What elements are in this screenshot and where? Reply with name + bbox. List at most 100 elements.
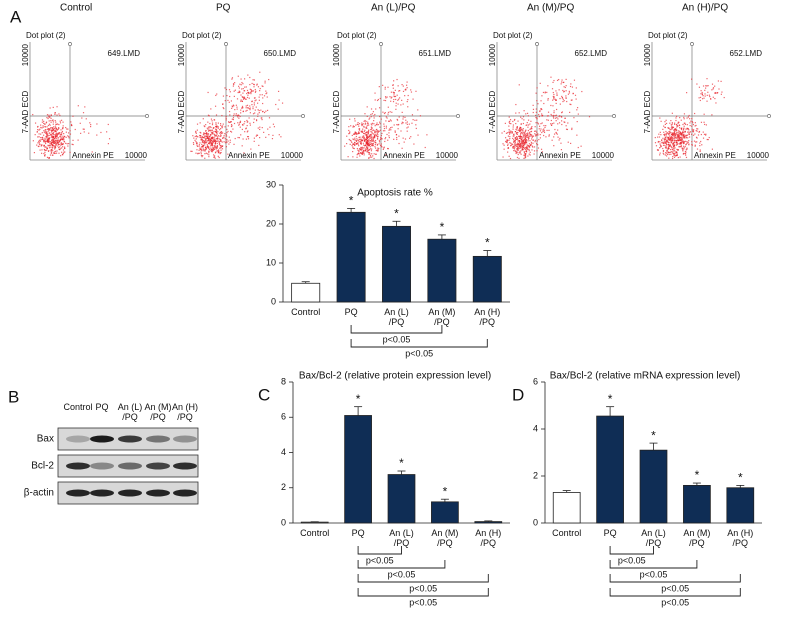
event-dot bbox=[688, 129, 689, 130]
event-dot bbox=[250, 148, 251, 149]
event-dot bbox=[535, 115, 536, 116]
event-dot bbox=[254, 100, 255, 101]
event-dot bbox=[673, 135, 674, 136]
event-dot bbox=[44, 145, 45, 146]
event-dot bbox=[196, 149, 197, 150]
event-dot bbox=[677, 154, 678, 155]
event-dot bbox=[679, 117, 680, 118]
event-dot bbox=[512, 121, 513, 122]
significance-mark: * bbox=[356, 392, 361, 406]
event-dot bbox=[396, 124, 397, 125]
event-dot bbox=[667, 152, 668, 153]
event-dot bbox=[54, 128, 55, 129]
plot-title: An (L)/PQ bbox=[371, 3, 416, 14]
event-dot bbox=[236, 105, 237, 106]
event-dot bbox=[211, 145, 212, 146]
event-dot bbox=[681, 120, 682, 121]
event-dot bbox=[66, 132, 67, 133]
event-dot bbox=[529, 129, 530, 130]
event-dot bbox=[391, 127, 392, 128]
event-dot bbox=[254, 112, 255, 113]
event-dot bbox=[250, 93, 251, 94]
event-dot bbox=[355, 132, 356, 133]
event-dot bbox=[252, 108, 253, 109]
event-dot bbox=[519, 151, 520, 152]
event-dot bbox=[72, 140, 73, 141]
event-dot bbox=[220, 125, 221, 126]
dot-plot bbox=[30, 42, 149, 160]
event-dot bbox=[37, 131, 38, 132]
event-dot bbox=[519, 130, 520, 131]
bar bbox=[337, 212, 365, 302]
event-dot bbox=[666, 123, 667, 124]
event-dot bbox=[207, 136, 208, 137]
event-dot bbox=[47, 157, 48, 158]
event-dot bbox=[215, 106, 216, 107]
event-dot bbox=[537, 144, 538, 145]
event-dot bbox=[383, 147, 384, 148]
event-dot bbox=[544, 132, 545, 133]
event-dot bbox=[515, 104, 516, 105]
event-dot bbox=[518, 154, 519, 155]
event-dot bbox=[197, 146, 198, 147]
event-dot bbox=[550, 77, 551, 78]
event-dot bbox=[233, 119, 234, 120]
event-dot bbox=[526, 142, 527, 143]
event-dot bbox=[50, 118, 51, 119]
event-dot bbox=[519, 152, 520, 153]
event-dot bbox=[406, 85, 407, 86]
event-dot bbox=[51, 134, 52, 135]
event-dot bbox=[521, 147, 522, 148]
event-dot bbox=[387, 114, 388, 115]
x-tick-label: An (L) /PQ bbox=[641, 528, 666, 548]
event-dot bbox=[212, 149, 213, 150]
event-dot bbox=[253, 122, 254, 123]
event-dot bbox=[704, 124, 705, 125]
event-dot bbox=[207, 122, 208, 123]
event-dot bbox=[687, 143, 688, 144]
event-dot bbox=[230, 91, 231, 92]
event-dot bbox=[395, 90, 396, 91]
event-dot bbox=[690, 125, 691, 126]
event-dot bbox=[695, 122, 696, 123]
event-dot bbox=[685, 124, 686, 125]
event-dot bbox=[358, 137, 359, 138]
event-dot bbox=[680, 156, 681, 157]
event-dot bbox=[55, 135, 56, 136]
event-dot bbox=[548, 112, 549, 113]
event-dot bbox=[218, 149, 219, 150]
event-dot bbox=[226, 136, 227, 137]
event-dot bbox=[238, 86, 239, 87]
event-dot bbox=[701, 134, 702, 135]
event-dot bbox=[426, 134, 427, 135]
event-dot bbox=[678, 157, 679, 158]
event-dot bbox=[565, 87, 566, 88]
event-dot bbox=[377, 144, 378, 145]
file-name: 652.LMD bbox=[575, 49, 608, 58]
event-dot bbox=[255, 92, 256, 93]
event-dot bbox=[70, 121, 71, 122]
event-dot bbox=[224, 87, 225, 88]
event-dot bbox=[533, 136, 534, 137]
event-dot bbox=[668, 134, 669, 135]
event-dot bbox=[374, 135, 375, 136]
event-dot bbox=[255, 89, 256, 90]
event-dot bbox=[520, 133, 521, 134]
event-dot bbox=[369, 117, 370, 118]
event-dot bbox=[264, 82, 265, 83]
event-dot bbox=[229, 137, 230, 138]
event-dot bbox=[243, 96, 244, 97]
event-dot bbox=[398, 90, 399, 91]
event-dot bbox=[38, 146, 39, 147]
event-dot bbox=[205, 138, 206, 139]
event-dot bbox=[225, 100, 226, 101]
event-dot bbox=[380, 130, 381, 131]
blot-band bbox=[173, 463, 197, 470]
event-dot bbox=[40, 134, 41, 135]
event-dot bbox=[216, 114, 217, 115]
event-dot bbox=[259, 137, 260, 138]
event-dot bbox=[258, 145, 259, 146]
event-dot bbox=[523, 136, 524, 137]
event-dot bbox=[238, 76, 239, 77]
event-dot bbox=[48, 150, 49, 151]
